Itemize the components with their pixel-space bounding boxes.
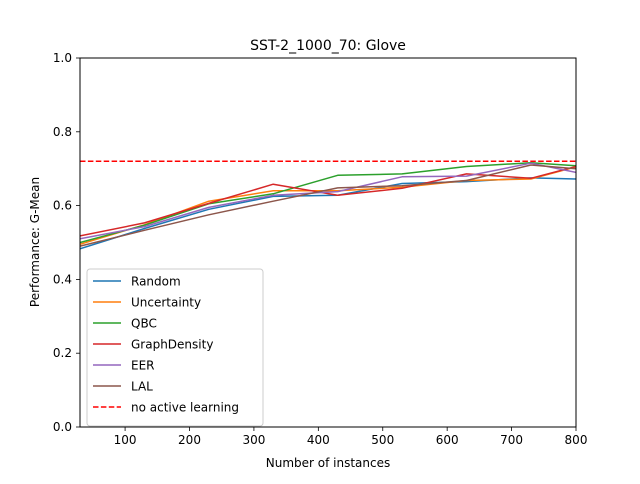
x-tick-label: 700 (500, 433, 523, 447)
legend-label-lal: LAL (131, 380, 153, 394)
legend-label-uncertainty: Uncertainty (131, 296, 201, 310)
series-line-lal (80, 164, 576, 247)
legend: Random Uncertainty QBC GraphDensity EER LAL no… (86, 268, 264, 427)
x-axis-label: Number of instances (266, 456, 391, 470)
x-tick-label: 400 (307, 433, 330, 447)
plot-area (80, 160, 576, 250)
y-tick-label: 1.0 (53, 51, 72, 65)
y-tick-label: 0.8 (53, 125, 72, 139)
y-tick-label: 0.2 (53, 346, 72, 360)
y-tick-label: 0.6 (53, 199, 72, 213)
series-line-graphdensity (80, 165, 576, 237)
legend-label-qbc: QBC (131, 317, 157, 331)
series-group (80, 160, 576, 250)
series-line-qbc (80, 162, 576, 244)
series-line-eer (80, 162, 576, 240)
chart-title: SST-2_1000_70: Glove (250, 38, 406, 54)
legend-label-no-active-learning: no active learning (131, 401, 239, 415)
x-tick-label: 600 (436, 433, 459, 447)
legend-label-graphdensity: GraphDensity (131, 338, 213, 352)
legend-label-random: Random (131, 275, 181, 289)
plot-frame (79, 57, 577, 428)
legend-box (86, 268, 264, 427)
x-tick-label: 300 (242, 433, 265, 447)
legend-label-eer: EER (131, 359, 155, 373)
x-tick-label: 500 (371, 433, 394, 447)
y-axis-label: Performance: G-Mean (28, 177, 42, 307)
x-tick-label: 100 (114, 433, 137, 447)
y-tick-label: 0.4 (53, 272, 72, 286)
x-tick-label: 200 (178, 433, 201, 447)
x-tick-label: 800 (565, 433, 588, 447)
axes: 100 200 300 400 500 600 700 800 0.0 0.2 0.4 0.6 0.8 1… (53, 51, 588, 447)
y-tick-label: 0.0 (53, 420, 72, 434)
